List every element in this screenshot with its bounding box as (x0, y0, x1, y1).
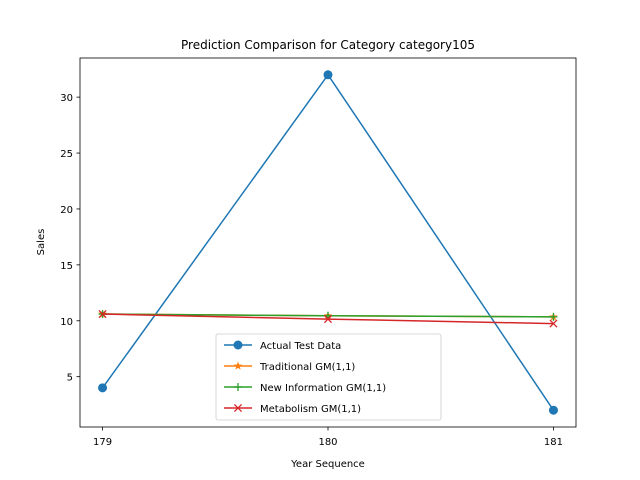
legend-label: Metabolism GM(1,1) (260, 404, 361, 415)
y-tick-label: 5 (67, 373, 73, 384)
legend-label: Traditional GM(1,1) (259, 362, 355, 373)
y-axis-label: Sales (36, 229, 47, 256)
series-1 (98, 70, 558, 415)
legend-frame (215, 333, 442, 421)
legend-entry: Traditional GM(1,1) (224, 361, 355, 373)
y-tick-label: 30 (60, 93, 73, 104)
y-axis: 5 10 15 20 25 30 (60, 93, 80, 384)
legend-entry: Metabolism GM(1,1) (224, 403, 361, 415)
series-4 (98, 310, 558, 328)
legend: Actual Test Data Traditional GM(1,1) New I… (215, 333, 442, 421)
legend-marker (233, 403, 243, 413)
data-point (98, 310, 107, 319)
legend-label: Actual Test Data (260, 341, 341, 352)
x-tick-label: 181 (544, 437, 563, 448)
legend-marker (234, 383, 242, 391)
legend-marker (233, 361, 243, 370)
x-axis-label: Year Sequence (290, 459, 365, 470)
data-point (98, 383, 108, 393)
legend-label: New Information GM(1,1) (260, 383, 386, 394)
y-tick-label: 15 (60, 261, 73, 272)
legend-entry: Actual Test Data (224, 340, 341, 352)
x-tick-label: 180 (318, 437, 337, 448)
legend-marker (233, 340, 243, 350)
chart-title: Prediction Comparison for Category categ… (181, 38, 475, 52)
data-point (323, 315, 333, 324)
legend-entry: New Information GM(1,1) (224, 383, 386, 394)
data-point (323, 70, 333, 80)
x-tick-label: 179 (93, 437, 112, 448)
data-point (549, 312, 558, 321)
series-layer (98, 70, 558, 415)
y-tick-label: 20 (60, 205, 73, 216)
x-axis: 179 180 181 (93, 427, 563, 448)
data-point (548, 405, 558, 415)
y-tick-label: 10 (60, 317, 73, 328)
data-point (549, 319, 558, 328)
y-tick-label: 25 (60, 149, 73, 160)
